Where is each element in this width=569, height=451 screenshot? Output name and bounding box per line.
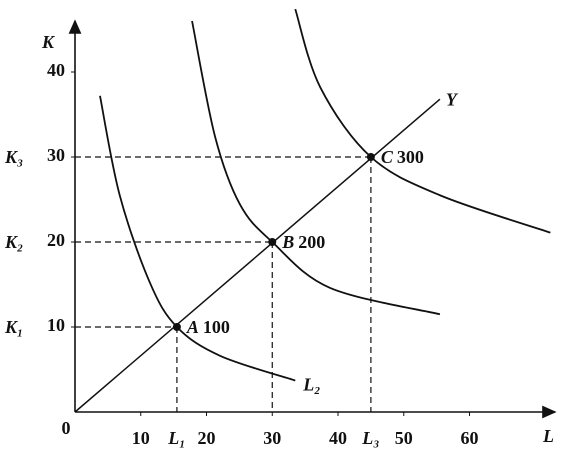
point-name: B xyxy=(281,232,294,252)
y-tick-label: 30 xyxy=(47,145,65,165)
x-tick-label: 30 xyxy=(263,428,281,448)
y-tick-label: 40 xyxy=(47,60,65,80)
x-level-label: L₁ xyxy=(167,428,185,448)
isoquant xyxy=(191,20,441,316)
point-name: A xyxy=(186,317,199,337)
y-level-label: K₃ xyxy=(4,147,23,167)
point-output: 200 xyxy=(298,232,325,252)
expansion-path xyxy=(74,98,441,413)
point xyxy=(366,153,375,161)
point-output: 100 xyxy=(203,317,230,337)
x-level-label: L₃ xyxy=(361,428,379,448)
y-tick-label: 20 xyxy=(47,230,65,250)
x-tick-label: 50 xyxy=(395,428,413,448)
point xyxy=(172,323,181,331)
y-level-label: K₁ xyxy=(4,317,23,337)
y-level-label: K₂ xyxy=(4,232,23,252)
isoquant-note: L₂ xyxy=(302,375,320,395)
point-name: C xyxy=(381,147,394,167)
x-tick-label: 60 xyxy=(461,428,479,448)
x-tick-label: 20 xyxy=(198,428,216,448)
isoquant xyxy=(294,8,551,234)
expansion-path-label: Y xyxy=(446,89,459,109)
point-output: 300 xyxy=(397,147,424,167)
x-tick-label: 40 xyxy=(329,428,347,448)
isoquant xyxy=(99,95,296,382)
x-axis-label: L xyxy=(542,426,554,446)
y-axis-label: K xyxy=(41,32,56,52)
x-tick-label: 10 xyxy=(132,428,150,448)
y-tick-label: 10 xyxy=(47,315,65,335)
origin-label: 0 xyxy=(62,418,71,438)
point xyxy=(268,238,277,246)
